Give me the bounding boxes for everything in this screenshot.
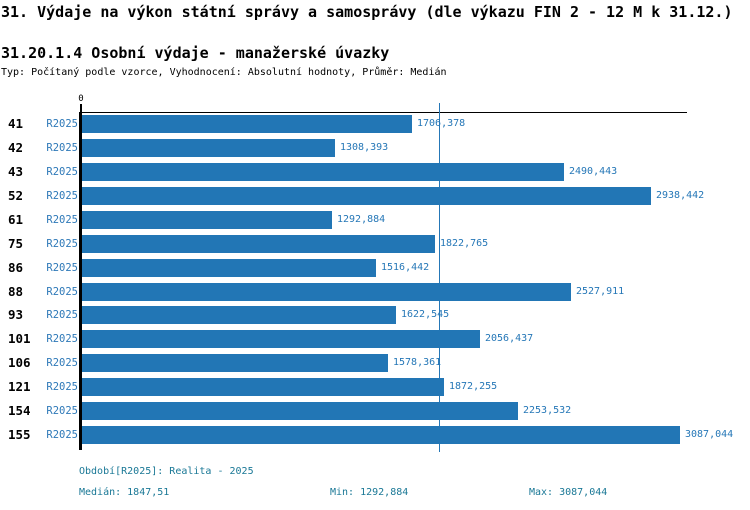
bar bbox=[82, 402, 518, 420]
value-label: 1292,884 bbox=[337, 214, 386, 225]
bar bbox=[82, 283, 571, 301]
chart-row: 61 R2025 1292,884 bbox=[0, 210, 750, 234]
chart-row: 42 R2025 1308,393 bbox=[0, 138, 750, 162]
series-label: R2025 bbox=[46, 190, 78, 202]
value-label: 1516,442 bbox=[381, 262, 430, 273]
footer-period-label: Období[R2025]: Realita - 2025 bbox=[79, 466, 254, 477]
chart-row: 88 R2025 2527,911 bbox=[0, 282, 750, 306]
chart-row: 154 R2025 2253,532 bbox=[0, 401, 750, 425]
chart-row: 86 R2025 1516,442 bbox=[0, 258, 750, 282]
chart-row: 121 R2025 1872,255 bbox=[0, 377, 750, 401]
value-label: 2490,443 bbox=[569, 166, 618, 177]
category-label: 155 bbox=[8, 427, 31, 442]
series-label: R2025 bbox=[46, 333, 78, 345]
chart-row: 93 R2025 1622,545 bbox=[0, 305, 750, 329]
series-label: R2025 bbox=[46, 118, 78, 130]
category-label: 88 bbox=[8, 284, 24, 299]
series-label: R2025 bbox=[46, 166, 78, 178]
chart-subtitle: 31.20.1.4 Osobní výdaje - manažerské úva… bbox=[1, 44, 390, 62]
series-label: R2025 bbox=[46, 142, 78, 154]
chart-meta-line: Typ: Počítaný podle vzorce, Vyhodnocení:… bbox=[1, 67, 447, 78]
category-label: 86 bbox=[8, 260, 24, 275]
chart-row: 106 R2025 1578,361 bbox=[0, 353, 750, 377]
category-label: 41 bbox=[8, 116, 24, 131]
value-label: 2056,437 bbox=[485, 333, 534, 344]
value-label: 1822,765 bbox=[440, 238, 489, 249]
category-label: 121 bbox=[8, 379, 31, 394]
category-label: 61 bbox=[8, 212, 24, 227]
value-label: 1872,255 bbox=[449, 381, 498, 392]
bar bbox=[82, 306, 396, 324]
chart-row: 101 R2025 2056,437 bbox=[0, 329, 750, 353]
footer-max-label: Max: 3087,044 bbox=[529, 487, 608, 498]
bar bbox=[82, 378, 444, 396]
category-label: 106 bbox=[8, 355, 31, 370]
value-label: 3087,044 bbox=[685, 429, 734, 440]
series-label: R2025 bbox=[46, 262, 78, 274]
category-label: 93 bbox=[8, 307, 24, 322]
x-axis-line bbox=[81, 112, 687, 113]
bar bbox=[82, 426, 680, 444]
footer-min-label: Min: 1292,884 bbox=[330, 487, 409, 498]
bar bbox=[82, 187, 651, 205]
value-label: 2938,442 bbox=[656, 190, 705, 201]
series-label: R2025 bbox=[46, 357, 78, 369]
value-label: 1578,361 bbox=[393, 357, 442, 368]
series-label: R2025 bbox=[46, 286, 78, 298]
bar bbox=[82, 139, 335, 157]
category-label: 101 bbox=[8, 331, 31, 346]
bar bbox=[82, 235, 435, 253]
value-label: 1706,378 bbox=[417, 118, 466, 129]
series-label: R2025 bbox=[46, 309, 78, 321]
bar bbox=[82, 354, 388, 372]
series-label: R2025 bbox=[46, 405, 78, 417]
value-label: 2253,532 bbox=[523, 405, 572, 416]
bar bbox=[82, 115, 412, 133]
bar bbox=[82, 259, 376, 277]
category-label: 75 bbox=[8, 236, 24, 251]
value-label: 2527,911 bbox=[576, 286, 625, 297]
category-label: 52 bbox=[8, 188, 24, 203]
bar bbox=[82, 330, 480, 348]
chart-row: 43 R2025 2490,443 bbox=[0, 162, 750, 186]
chart-row: 52 R2025 2938,442 bbox=[0, 186, 750, 210]
x-axis-zero-tick-label: 0 bbox=[78, 94, 84, 104]
chart-row: 75 R2025 1822,765 bbox=[0, 234, 750, 258]
bar bbox=[82, 211, 332, 229]
series-label: R2025 bbox=[46, 214, 78, 226]
category-label: 43 bbox=[8, 164, 24, 179]
y-axis-line bbox=[79, 112, 82, 450]
median-reference-line bbox=[439, 103, 440, 452]
series-label: R2025 bbox=[46, 381, 78, 393]
bar bbox=[82, 163, 564, 181]
chart-row: 155 R2025 3087,044 bbox=[0, 425, 750, 449]
series-label: R2025 bbox=[46, 238, 78, 250]
footer-median-label: Medián: 1847,51 bbox=[79, 487, 170, 498]
bar-chart: 41 R2025 1706,378 42 R2025 1308,393 43 R2025 249… bbox=[0, 114, 750, 454]
category-label: 42 bbox=[8, 140, 24, 155]
value-label: 1622,545 bbox=[401, 309, 450, 320]
page-title: 31. Výdaje na výkon státní správy a samo… bbox=[1, 3, 733, 21]
x-axis-zero-tick bbox=[80, 104, 82, 112]
chart-row: 41 R2025 1706,378 bbox=[0, 114, 750, 138]
category-label: 154 bbox=[8, 403, 31, 418]
series-label: R2025 bbox=[46, 429, 78, 441]
value-label: 1308,393 bbox=[340, 142, 389, 153]
